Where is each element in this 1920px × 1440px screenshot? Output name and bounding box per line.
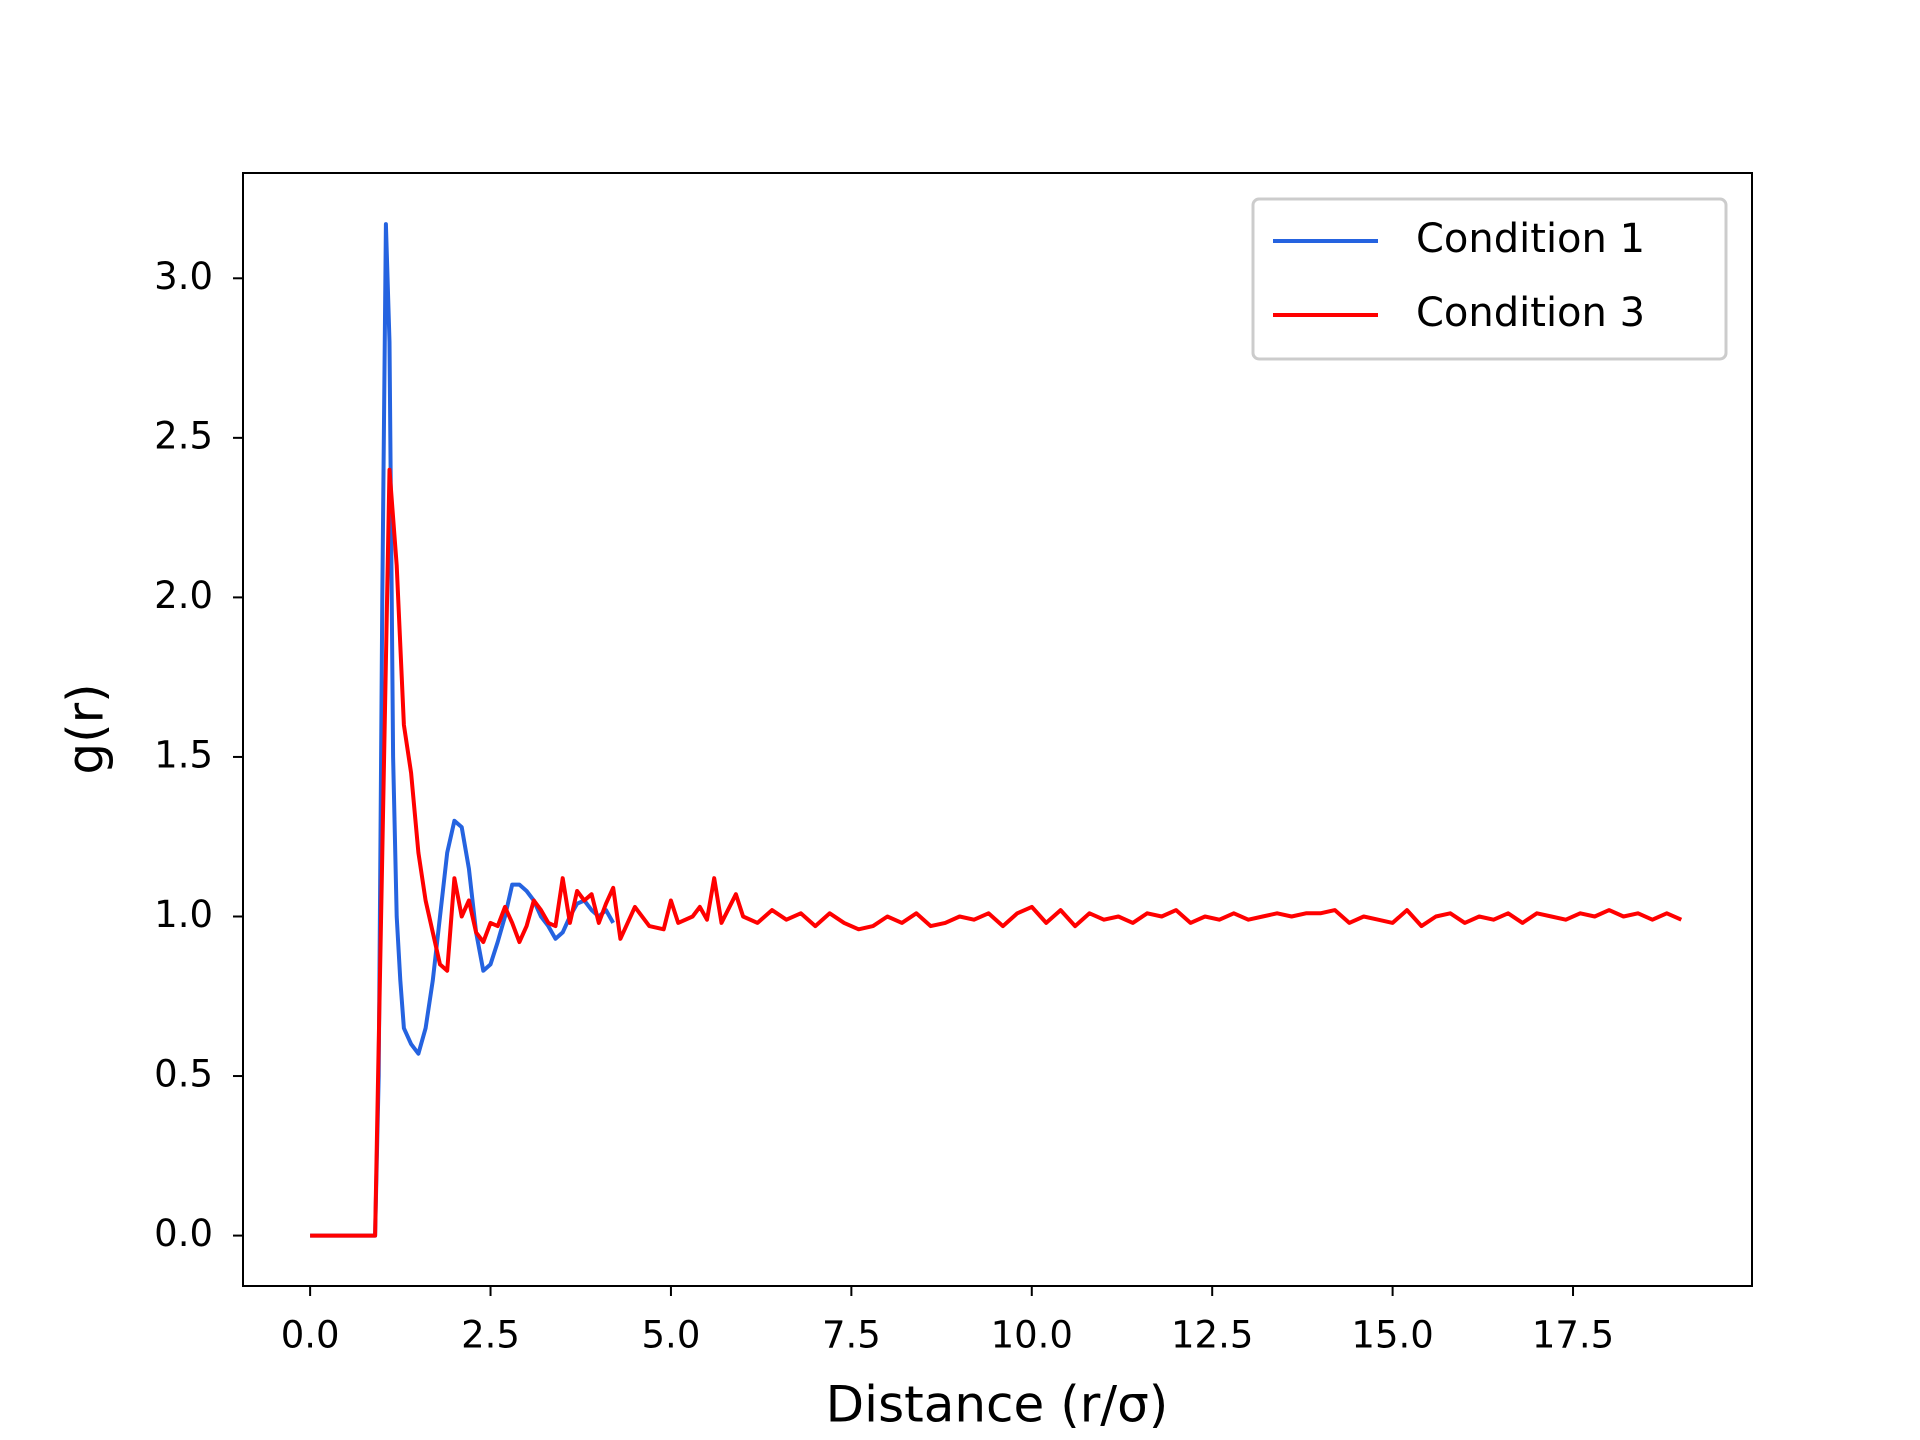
y-tick-label: 1.0 — [154, 893, 213, 936]
x-tick-label: 5.0 — [642, 1314, 701, 1357]
x-tick-label: 7.5 — [822, 1314, 881, 1357]
y-tick-label: 0.0 — [154, 1212, 213, 1255]
y-tick-label: 0.5 — [154, 1053, 213, 1096]
x-axis-label: Distance (r/σ) — [826, 1376, 1169, 1434]
x-tick-label: 10.0 — [991, 1314, 1073, 1357]
y-tick-label: 3.0 — [154, 255, 213, 298]
series-line — [310, 222, 615, 1238]
y-tick-label: 1.5 — [154, 733, 213, 776]
x-tick-label: 15.0 — [1351, 1314, 1433, 1357]
y-tick-label: 2.5 — [154, 414, 213, 457]
y-axis-label: g(r) — [57, 683, 115, 774]
legend-label: Condition 1 — [1416, 216, 1645, 262]
series-line — [310, 467, 1683, 1238]
y-tick-label: 2.0 — [154, 574, 213, 617]
x-tick-label: 0.0 — [281, 1314, 340, 1357]
legend-label: Condition 3 — [1416, 290, 1645, 336]
plot-frame — [242, 172, 1753, 1287]
x-tick-label: 12.5 — [1171, 1314, 1253, 1357]
x-tick-label: 2.5 — [461, 1314, 520, 1357]
x-tick-label: 17.5 — [1532, 1314, 1614, 1357]
